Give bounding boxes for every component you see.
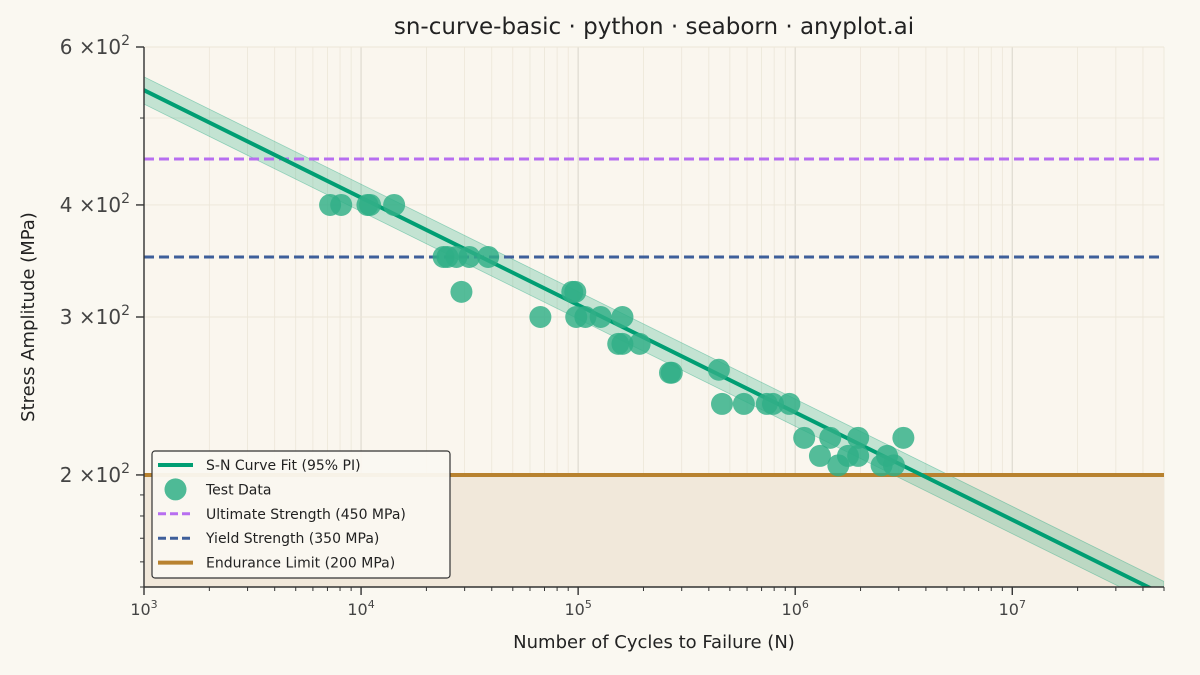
data-point [564,280,587,303]
fit-curve-line [144,88,1153,587]
legend-entry-label: Ultimate Strength (450 MPa) [206,507,406,523]
data-point [458,245,481,268]
data-point [611,306,634,328]
data-point [778,392,801,415]
data-point [819,426,842,449]
data-point [628,332,651,355]
data-point [847,426,870,449]
y-axis-label: Stress Amplitude (MPa) [18,212,39,422]
chart-title: sn-curve-basic · python · seaborn · anyp… [394,14,914,40]
data-point [761,392,784,415]
x-tick-label: 107 [999,598,1026,619]
x-tick-label: 106 [782,598,809,619]
x-tick-label: 104 [347,598,374,619]
data-point [882,454,905,477]
y-tick-label: 6 ×102 [60,33,130,59]
data-point [660,361,683,384]
legend-entry-label: S-N Curve Fit (95% PI) [206,458,361,474]
legend-box [151,450,451,579]
y-tick-label: 3 ×102 [60,303,130,329]
data-point [383,193,406,216]
legend-entry-label: Test Data [205,482,271,498]
data-point [589,306,612,328]
x-tick-label: 105 [564,598,591,619]
legend: S-N Curve Fit (95% PI) Test Data Ultimate … [151,450,451,579]
fit-curve [144,88,1153,587]
data-point [574,306,597,328]
data-point [892,426,915,449]
legend-entry-label: Yield Strength (350 MPa) [205,531,379,547]
data-point [808,444,831,467]
data-point [450,280,473,303]
data-point [529,306,552,328]
data-point [611,332,634,355]
data-point [477,245,500,268]
data-point [359,193,382,216]
x-axis-ticks: 103 104 105 106 107 [130,587,1165,619]
data-point [732,392,755,415]
y-axis-ticks: 2 ×102 3 ×102 4 ×102 6 ×102 [60,33,144,588]
data-point [793,426,816,449]
legend-entry-label: Endurance Limit (200 MPa) [206,556,395,572]
data-point [330,193,353,216]
data-point [847,444,870,467]
x-tick-label: 103 [130,598,157,619]
y-tick-label: 4 ×102 [60,191,130,217]
test-data-points [319,193,915,477]
y-tick-label: 2 ×102 [60,461,130,487]
legend-marker [164,478,187,501]
data-point [711,392,734,415]
data-point [707,358,730,381]
x-axis-label: Number of Cycles to Failure (N) [513,632,795,653]
